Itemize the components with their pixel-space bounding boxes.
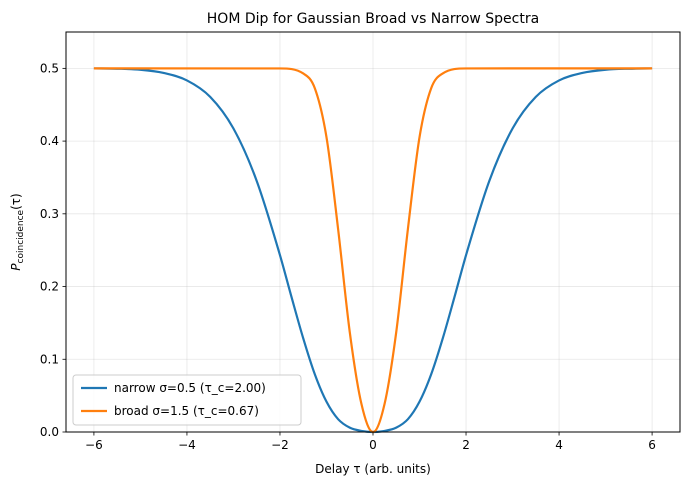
legend-label-narrow: narrow σ=0.5 (τ_c=2.00) [114, 381, 266, 395]
x-tick-label: 4 [555, 438, 563, 452]
y-axis-label-suffix: (τ) [9, 193, 23, 210]
x-tick-label: 6 [648, 438, 656, 452]
y-axis-label-main: P [9, 263, 23, 271]
legend: narrow σ=0.5 (τ_c=2.00) broad σ=1.5 (τ_c… [72, 374, 302, 426]
y-tick-label: 0.1 [40, 352, 59, 366]
x-axis-label: Delay τ (arb. units) [315, 462, 431, 476]
legend-label-broad: broad σ=1.5 (τ_c=0.67) [114, 404, 259, 418]
x-tick-label: 2 [462, 438, 470, 452]
y-axis-label-sub: coincidence [16, 209, 26, 263]
chart-title: HOM Dip for Gaussian Broad vs Narrow Spe… [207, 11, 539, 27]
x-tick-label: −2 [271, 438, 289, 452]
y-tick-label: 0.4 [40, 134, 59, 148]
y-axis-label: Pcoincidence(τ) [9, 193, 26, 270]
x-tick-label: −4 [178, 438, 196, 452]
y-tick-label: 0.3 [40, 207, 59, 221]
x-tick-label: −6 [85, 438, 103, 452]
y-tick-label: 0.0 [40, 425, 59, 439]
y-tick-label: 0.2 [40, 280, 59, 294]
x-tick-label: 0 [369, 438, 377, 452]
y-tick-label: 0.5 [40, 61, 59, 75]
axis-ticks: −6 −4 −2 0 2 4 6 0.0 0.1 0.2 0.3 0.4 0.5 [40, 61, 656, 452]
legend-box [72, 374, 302, 426]
